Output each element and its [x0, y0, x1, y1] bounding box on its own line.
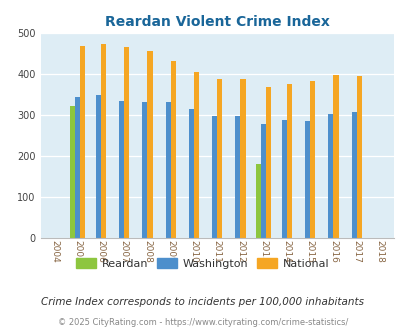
Bar [235, 115, 240, 238]
Bar [266, 87, 271, 238]
Bar [165, 102, 171, 238]
Bar [171, 61, 175, 238]
Bar [194, 72, 198, 238]
Text: Crime Index corresponds to incidents per 100,000 inhabitants: Crime Index corresponds to incidents per… [41, 297, 364, 307]
Bar [286, 84, 291, 238]
Bar [96, 95, 101, 238]
Bar [75, 97, 80, 238]
Bar [309, 81, 315, 238]
Bar [260, 124, 266, 238]
Bar [240, 79, 245, 238]
Text: © 2025 CityRating.com - https://www.cityrating.com/crime-statistics/: © 2025 CityRating.com - https://www.city… [58, 318, 347, 327]
Bar [328, 114, 333, 238]
Bar [256, 164, 260, 238]
Title: Reardan Violent Crime Index: Reardan Violent Crime Index [104, 15, 329, 29]
Bar [281, 120, 286, 238]
Bar [119, 101, 124, 238]
Bar [333, 75, 338, 238]
Bar [80, 46, 85, 238]
Bar [356, 76, 361, 238]
Bar [211, 115, 217, 238]
Bar [147, 51, 152, 238]
Bar [188, 109, 194, 238]
Bar [70, 106, 75, 238]
Bar [217, 79, 222, 238]
Bar [304, 121, 309, 238]
Bar [142, 102, 147, 238]
Bar [351, 113, 356, 238]
Bar [101, 44, 106, 238]
Bar [124, 47, 129, 238]
Legend: Reardan, Washington, National: Reardan, Washington, National [72, 254, 333, 273]
